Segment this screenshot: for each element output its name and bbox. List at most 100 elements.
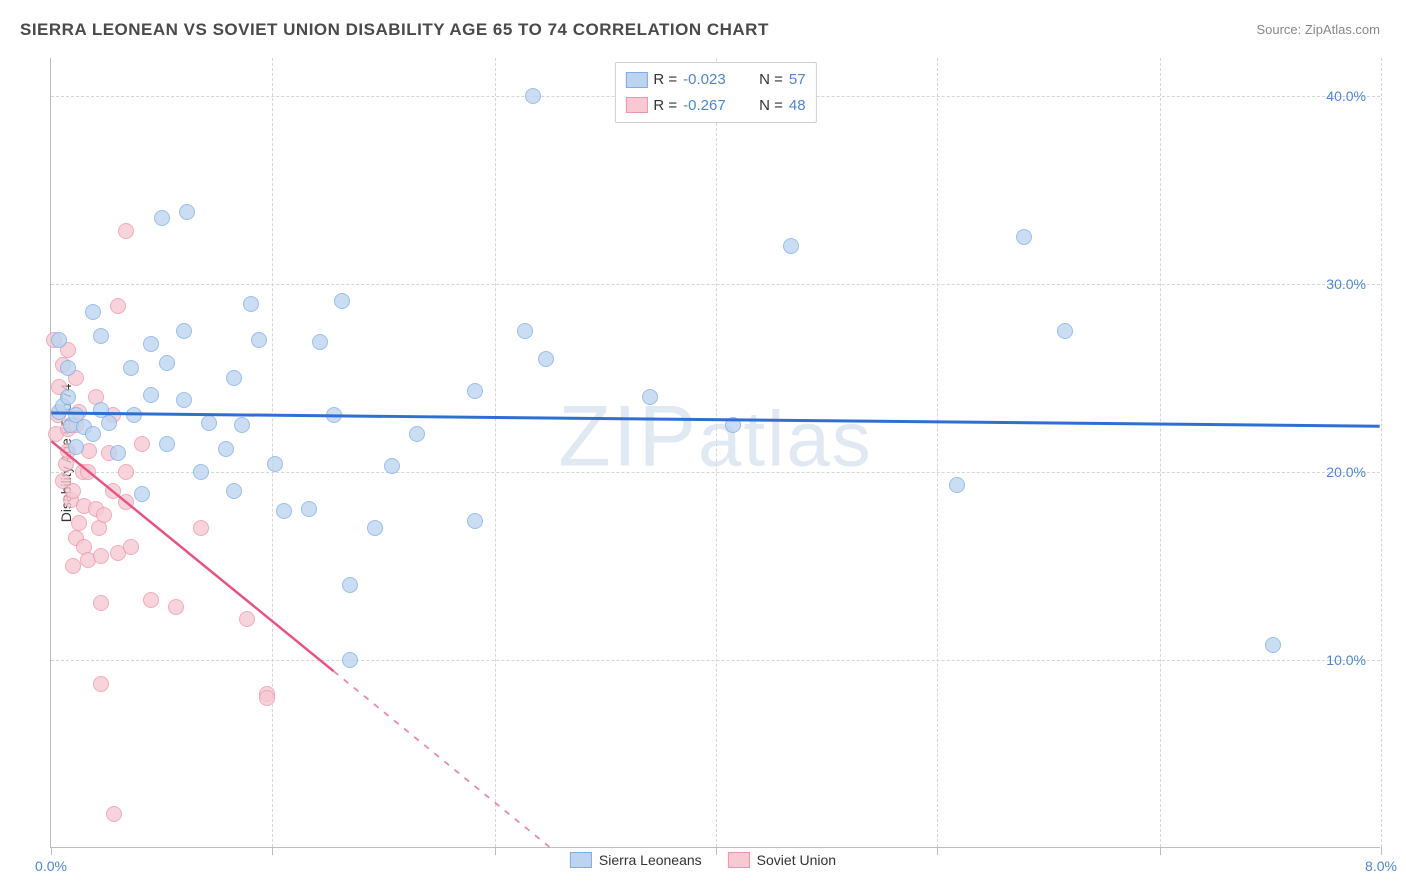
data-point (342, 577, 358, 593)
data-point (467, 383, 483, 399)
x-tick (272, 847, 273, 855)
data-point (123, 539, 139, 555)
data-point (126, 407, 142, 423)
data-point (326, 407, 342, 423)
data-point (68, 439, 84, 455)
series-legend: Sierra Leoneans Soviet Union (570, 852, 836, 868)
chart-title: SIERRA LEONEAN VS SOVIET UNION DISABILIT… (20, 20, 769, 40)
data-point (1057, 323, 1073, 339)
legend-swatch (625, 97, 647, 113)
data-point (176, 392, 192, 408)
gridline-v (495, 58, 496, 847)
legend-n-value: 48 (789, 93, 806, 119)
legend-swatch (570, 852, 592, 868)
data-point (110, 298, 126, 314)
legend-item: Soviet Union (728, 852, 836, 868)
data-point (134, 486, 150, 502)
data-point (80, 464, 96, 480)
data-point (93, 328, 109, 344)
data-point (154, 210, 170, 226)
legend-n-value: 57 (789, 67, 806, 93)
data-point (176, 323, 192, 339)
legend-label: Sierra Leoneans (599, 852, 702, 868)
data-point (384, 458, 400, 474)
data-point (179, 204, 195, 220)
legend-item: Sierra Leoneans (570, 852, 702, 868)
data-point (334, 293, 350, 309)
data-point (71, 515, 87, 531)
data-point (259, 690, 275, 706)
data-point (409, 426, 425, 442)
data-point (159, 436, 175, 452)
x-tick-label: 8.0% (1365, 858, 1397, 874)
legend-swatch (728, 852, 750, 868)
legend-r-value: -0.023 (683, 67, 739, 93)
gridline-v (272, 58, 273, 847)
data-point (159, 355, 175, 371)
data-point (101, 415, 117, 431)
legend-swatch (625, 72, 647, 88)
scatter-plot-area: Disability Age 65 to 74 ZIPatlas R =-0.0… (50, 58, 1380, 848)
x-tick (1381, 847, 1382, 855)
data-point (725, 417, 741, 433)
data-point (65, 483, 81, 499)
data-point (96, 507, 112, 523)
legend-label: Soviet Union (757, 852, 836, 868)
legend-n-label: N = (759, 93, 783, 119)
x-tick (937, 847, 938, 855)
data-point (226, 370, 242, 386)
gridline-v (1160, 58, 1161, 847)
data-point (193, 520, 209, 536)
data-point (143, 592, 159, 608)
legend-n-label: N = (759, 67, 783, 93)
data-point (93, 595, 109, 611)
y-tick-label: 30.0% (1326, 276, 1366, 292)
gridline-v (937, 58, 938, 847)
data-point (949, 477, 965, 493)
data-point (342, 652, 358, 668)
data-point (85, 426, 101, 442)
data-point (106, 806, 122, 822)
data-point (312, 334, 328, 350)
data-point (234, 417, 250, 433)
legend-r-label: R = (653, 93, 677, 119)
data-point (123, 360, 139, 376)
data-point (226, 483, 242, 499)
data-point (65, 558, 81, 574)
data-point (251, 332, 267, 348)
data-point (517, 323, 533, 339)
y-tick-label: 40.0% (1326, 88, 1366, 104)
data-point (118, 494, 134, 510)
data-point (301, 501, 317, 517)
data-point (168, 599, 184, 615)
source-link[interactable]: ZipAtlas.com (1305, 22, 1380, 37)
data-point (467, 513, 483, 529)
source-label: Source: (1256, 22, 1304, 37)
data-point (85, 304, 101, 320)
x-tick (495, 847, 496, 855)
x-tick (51, 847, 52, 855)
data-point (538, 351, 554, 367)
y-tick-label: 20.0% (1326, 464, 1366, 480)
data-point (525, 88, 541, 104)
y-tick-label: 10.0% (1326, 652, 1366, 668)
correlation-legend: R =-0.023 N =57R =-0.267N =48 (614, 62, 816, 123)
data-point (239, 611, 255, 627)
data-point (93, 548, 109, 564)
data-point (367, 520, 383, 536)
data-point (118, 464, 134, 480)
trend-line-dashed (334, 671, 550, 847)
data-point (1265, 637, 1281, 653)
data-point (51, 332, 67, 348)
data-point (60, 389, 76, 405)
data-point (143, 387, 159, 403)
data-point (60, 360, 76, 376)
data-point (1016, 229, 1032, 245)
data-point (105, 483, 121, 499)
legend-row: R =-0.267N =48 (625, 93, 805, 119)
gridline-v (1381, 58, 1382, 847)
x-tick-label: 0.0% (35, 858, 67, 874)
data-point (276, 503, 292, 519)
data-point (193, 464, 209, 480)
data-point (783, 238, 799, 254)
